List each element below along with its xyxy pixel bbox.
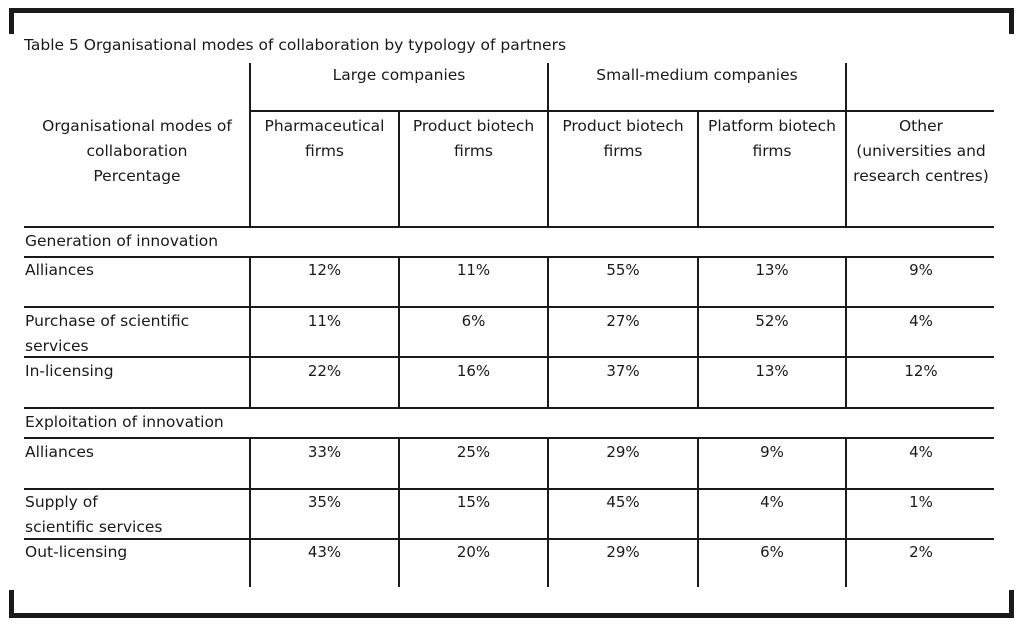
column-rule <box>845 256 847 407</box>
cell-value: 22% <box>307 362 342 380</box>
cell-value: 12% <box>307 261 342 279</box>
column-header-line: research centres) <box>853 167 989 185</box>
section-title-exploitation: Exploitation of innovation <box>25 413 224 431</box>
row-rule <box>24 306 994 308</box>
column-header-line: firms <box>752 142 792 160</box>
cell-value: 2% <box>909 543 933 561</box>
cell-value: 1% <box>909 493 933 511</box>
group-header-large-companies: Large companies <box>332 66 466 84</box>
cell-value: 15% <box>456 493 491 511</box>
frame-bottom-right-tick <box>1009 590 1014 618</box>
column-header-line: firms <box>603 142 643 160</box>
column-header-line: Organisational modes of <box>42 117 232 135</box>
column-rule <box>249 63 251 227</box>
column-rule <box>547 256 549 407</box>
row-label: Supply of scientific services <box>25 490 162 540</box>
cell-value: 45% <box>606 493 640 511</box>
group-header-small-medium-companies: Small-medium companies <box>596 66 798 84</box>
column-rule <box>249 437 251 587</box>
column-header-line: Other <box>898 117 943 135</box>
row-rule <box>24 356 994 358</box>
column-rule <box>697 110 699 227</box>
cell-value: 16% <box>456 362 491 380</box>
cell-value: 35% <box>307 493 342 511</box>
column-rule <box>845 63 847 227</box>
row-rule <box>24 407 994 409</box>
column-header-line: Pharmaceutical <box>264 117 385 135</box>
table-caption: Table 5 Organisational modes of collabor… <box>24 36 567 54</box>
cell-value: 6% <box>760 543 784 561</box>
row-label-line: Supply of <box>25 493 98 511</box>
column-header-large-product-biotech: Product biotech firms <box>400 114 547 164</box>
row-label: Alliances <box>25 261 94 279</box>
column-header-line: Product biotech <box>412 117 535 135</box>
cell-value: 4% <box>909 312 933 330</box>
cell-value: 12% <box>904 362 938 380</box>
column-rule <box>398 256 400 407</box>
cell-value: 20% <box>456 543 491 561</box>
cell-value: 29% <box>606 443 640 461</box>
cell-value: 33% <box>307 443 342 461</box>
column-header-modes: Organisational modes of collaboration Pe… <box>24 114 250 189</box>
section-rule <box>24 437 994 439</box>
frame-top-right-tick <box>1009 8 1014 34</box>
column-rule <box>398 110 400 227</box>
cell-value: 11% <box>456 261 491 279</box>
frame-top-rule <box>9 8 1014 13</box>
cell-value: 52% <box>755 312 789 330</box>
column-rule <box>697 256 699 407</box>
frame-top-left-tick <box>9 8 14 34</box>
column-header-other: Other (universities and research centres… <box>847 114 995 189</box>
column-header-sm-product-biotech: Product biotech firms <box>549 114 697 164</box>
column-header-line: firms <box>453 142 494 160</box>
column-header-line: firms <box>304 142 345 160</box>
column-header-line: Platform biotech <box>708 117 836 135</box>
header-group-rule <box>250 110 994 112</box>
cell-value: 6% <box>461 312 486 330</box>
row-rule <box>24 538 994 540</box>
row-label-line: Purchase of scientific <box>25 312 190 330</box>
cell-value: 29% <box>606 543 640 561</box>
cell-value: 25% <box>456 443 491 461</box>
column-header-line: (universities and <box>856 142 986 160</box>
cell-value: 13% <box>755 261 789 279</box>
column-rule <box>547 63 549 227</box>
column-header-line: collaboration <box>86 142 188 160</box>
row-label: Alliances <box>25 443 94 461</box>
row-rule <box>24 488 994 490</box>
column-header-line: Percentage <box>93 167 181 185</box>
cell-value: 43% <box>307 543 342 561</box>
cell-value: 13% <box>755 362 789 380</box>
cell-value: 11% <box>307 312 342 330</box>
column-rule <box>249 256 251 407</box>
column-rule <box>845 437 847 587</box>
section-rule <box>24 256 994 258</box>
column-rule <box>697 437 699 587</box>
row-label-line: services <box>25 337 89 355</box>
row-label-line: scientific services <box>25 518 163 536</box>
column-header-line: Product biotech <box>562 117 684 135</box>
frame-bottom-rule <box>9 613 1014 618</box>
cell-value: 37% <box>606 362 640 380</box>
column-header-pharmaceutical-firms: Pharmaceutical firms <box>251 114 398 164</box>
cell-value: 55% <box>606 261 640 279</box>
row-label: Out-licensing <box>25 543 128 561</box>
section-title-generation: Generation of innovation <box>25 232 219 250</box>
row-label: Purchase of scientific services <box>25 309 189 359</box>
cell-value: 9% <box>760 443 784 461</box>
column-header-sm-platform-biotech: Platform biotech firms <box>699 114 845 164</box>
cell-value: 4% <box>760 493 784 511</box>
header-bottom-rule <box>24 226 994 228</box>
cell-value: 4% <box>909 443 933 461</box>
column-rule <box>547 437 549 587</box>
row-label: In-licensing <box>25 362 114 380</box>
cell-value: 9% <box>909 261 933 279</box>
column-rule <box>398 437 400 587</box>
cell-value: 27% <box>606 312 640 330</box>
frame-bottom-left-tick <box>9 590 14 618</box>
